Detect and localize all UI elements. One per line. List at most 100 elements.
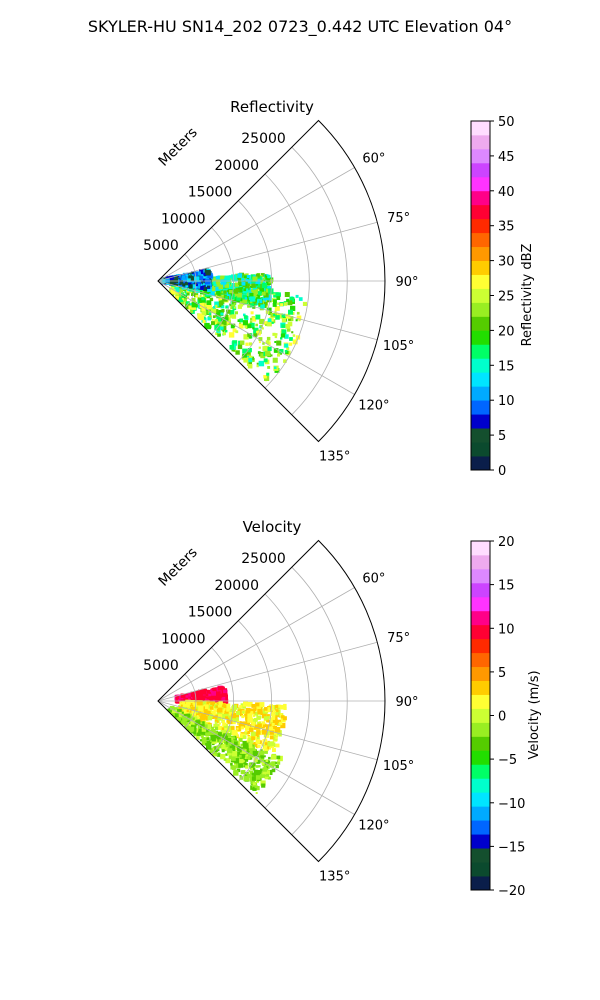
echo-gate [254, 286, 258, 290]
echo-gate [256, 778, 260, 782]
echo-gate [200, 723, 205, 729]
echo-gate [242, 298, 248, 304]
colorbar-tick-label-25: 25 [498, 290, 515, 305]
echo-gate [259, 300, 263, 304]
colorbar-segment [471, 764, 490, 779]
echo-gate [215, 691, 221, 697]
echo-gate [216, 735, 221, 740]
echo-gate [247, 742, 253, 749]
echo-gate [264, 716, 268, 721]
echo-gate [199, 294, 202, 298]
echo-gate [260, 755, 265, 759]
echo-gate [196, 711, 202, 717]
echo-gate [223, 758, 227, 761]
colorbar-segment [471, 541, 490, 556]
echo-gate [209, 689, 213, 692]
echo-gate [206, 744, 212, 750]
echo-gate [211, 696, 218, 702]
echo-gate [233, 306, 236, 309]
echo-gate [249, 292, 254, 298]
colorbar-segment [471, 414, 490, 429]
echo-gate [268, 311, 273, 316]
colorbar-segment [471, 190, 490, 206]
echo-gate [213, 281, 219, 287]
echo-gate [274, 305, 280, 311]
radial-tick-label-25000: 25000 [241, 551, 286, 567]
echo-gate [203, 704, 209, 710]
echo-gate [263, 292, 269, 298]
echo-gate [270, 313, 275, 318]
echo-gate [276, 730, 282, 736]
echo-gate [232, 328, 237, 333]
echo-gate [240, 340, 245, 345]
colorbar-tick-label-20: 20 [498, 324, 515, 339]
angle-tick-label-135: 135° [319, 450, 350, 465]
echo-gate [203, 694, 208, 699]
echo-gate [204, 710, 210, 716]
echo-gate [222, 743, 226, 748]
echo-gate [191, 274, 195, 278]
figure-title: SKYLER-HU SN14_202 0723_0.442 UTC Elevat… [88, 17, 512, 37]
echo-gate [186, 704, 190, 708]
echo-gate [201, 310, 207, 315]
echo-gate [171, 709, 177, 715]
echo-gate [274, 341, 277, 343]
echo-gate [223, 689, 227, 694]
echo-gate [250, 757, 253, 760]
echo-gate [188, 723, 191, 727]
echo-gate [255, 294, 260, 299]
echo-gate [252, 782, 256, 786]
echo-gate [231, 713, 236, 719]
echo-gate [269, 735, 274, 740]
echo-gate [175, 696, 179, 699]
echo-gate [180, 299, 184, 302]
echo-gate [235, 287, 239, 291]
angle-tick-label-90: 90° [395, 695, 418, 710]
echo-gate [182, 716, 188, 722]
echo-gate [245, 730, 248, 733]
echo-gate [268, 716, 272, 719]
echo-gate [248, 763, 252, 766]
echo-gate [203, 288, 209, 295]
echo-gate [225, 306, 228, 309]
echo-gate [176, 292, 179, 295]
echo-gate [233, 302, 236, 305]
echo-gate [210, 734, 216, 741]
colorbar-segment [471, 834, 490, 849]
echo-gate [280, 333, 285, 338]
echo-gate [259, 726, 262, 729]
echo-gate [259, 318, 265, 324]
echo-gate [272, 332, 276, 336]
echo-gate [211, 691, 216, 696]
echo-gate [238, 281, 242, 285]
echo-gate [225, 738, 232, 744]
echo-gate [247, 718, 252, 723]
echo-gate [236, 727, 239, 730]
echo-gate [302, 301, 307, 306]
echo-gate [275, 761, 278, 764]
echo-gate [174, 713, 179, 718]
echo-gate [211, 318, 214, 321]
echo-gate [200, 722, 203, 725]
echo-gate [237, 707, 241, 711]
echo-gate [271, 714, 277, 720]
echo-gate [218, 296, 224, 301]
echo-gate [264, 738, 268, 742]
echo-gate [253, 757, 258, 763]
echo-gate [191, 298, 196, 302]
echo-gate [229, 310, 235, 316]
radial-tick-label-10000: 10000 [161, 632, 206, 648]
echo-gate [274, 335, 278, 339]
echo-gate [235, 330, 239, 334]
echo-gate [262, 770, 266, 775]
echo-gate [230, 726, 235, 731]
echo-gate [275, 764, 279, 769]
echo-gate [191, 302, 197, 308]
echo-gate [298, 319, 301, 322]
echo-gate [233, 717, 239, 723]
echo-gate [188, 706, 191, 709]
echo-gate [279, 713, 283, 716]
echo-gate [249, 336, 252, 339]
echo-gate [264, 274, 267, 277]
echo-gate [251, 784, 256, 789]
